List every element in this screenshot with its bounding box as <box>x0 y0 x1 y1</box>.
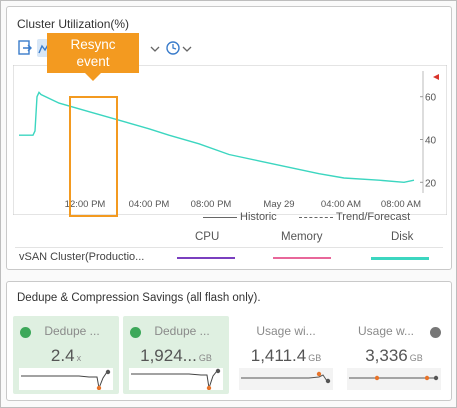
legend-historic: Historic <box>203 211 277 223</box>
x-tick-label: 04:00 PM <box>129 199 170 210</box>
cluster-row-label[interactable]: vSAN Cluster(Productio... <box>19 251 145 263</box>
sparkline <box>239 368 333 390</box>
sparkline <box>129 368 223 390</box>
memory-swatch <box>273 257 331 259</box>
trend-line-swatch <box>299 216 333 218</box>
y-tick-label: 20 <box>425 178 437 189</box>
tile-dedupe-savings[interactable]: Dedupe ... 1,924... GB <box>123 316 229 394</box>
disk-swatch <box>371 257 429 260</box>
x-tick-label: 08:00 PM <box>191 199 232 210</box>
legend-historic-label: Historic <box>240 211 277 223</box>
callout-line-2: event <box>76 54 110 69</box>
historic-line-swatch <box>203 216 237 218</box>
alert-marker-icon <box>433 74 439 80</box>
card-title: Cluster Utilization(%) <box>17 17 130 31</box>
x-tick-label: May 29 <box>263 199 294 210</box>
export-icon[interactable] <box>17 39 33 57</box>
resync-callout: Resync event <box>47 33 139 73</box>
cluster-utilization-card: Cluster Utilization(%) <box>6 6 452 270</box>
tile-number: 3,336 <box>365 346 408 365</box>
status-dot-icon <box>430 327 441 338</box>
x-tick-label: 04:00 AM <box>321 199 361 210</box>
tile-number: 1,924... <box>140 346 197 365</box>
resync-highlight-box <box>69 96 118 217</box>
tile-name: Dedupe ... <box>44 324 100 338</box>
status-dot-icon <box>20 327 31 338</box>
column-memory: Memory <box>281 231 323 243</box>
callout-line-1: Resync <box>70 37 116 52</box>
x-tick-label: 12:00 PM <box>65 199 106 210</box>
tile-dedupe-ratio[interactable]: Dedupe ... 2.4 x <box>13 316 119 394</box>
cpu-swatch <box>177 257 235 259</box>
utilization-chart[interactable]: 60 40 20 12:00 PM 04:00 PM 08:00 PM May 29 04:… <box>13 65 447 215</box>
tile-unit: GB <box>308 353 322 363</box>
callout-arrow <box>85 73 101 81</box>
tile-unit: GB <box>198 353 212 363</box>
divider <box>15 247 443 248</box>
card-title: Dedupe & Compression Savings (all flash … <box>17 292 261 304</box>
tile-name: Dedupe ... <box>154 324 210 338</box>
column-cpu: CPU <box>195 231 220 243</box>
clock-icon[interactable] <box>165 39 181 57</box>
tile-name: Usage w... <box>357 324 415 338</box>
tile-value: 1,924... GB <box>123 346 229 366</box>
legend-trend-label: Trend/Forecast <box>336 211 411 223</box>
sparkline <box>347 368 441 390</box>
series-line-disk <box>19 91 415 184</box>
chevron-down-icon[interactable] <box>181 39 193 57</box>
tile-value: 1,411.4 GB <box>233 346 339 366</box>
legend-trend: Trend/Forecast <box>299 211 410 223</box>
status-dot-icon <box>130 327 141 338</box>
dedupe-compression-card: Dedupe & Compression Savings (all flash … <box>6 281 452 401</box>
tile-unit: GB <box>409 353 423 363</box>
tile-usage-without[interactable]: Usage w... 3,336 GB <box>341 316 447 394</box>
chevron-down-icon[interactable] <box>149 39 161 57</box>
sparkline <box>19 368 113 390</box>
y-tick-label: 60 <box>425 93 437 104</box>
column-disk: Disk <box>391 231 414 243</box>
tile-name: Usage wi... <box>256 324 316 338</box>
tile-unit: x <box>76 353 82 363</box>
tile-usage-with[interactable]: Usage wi... 1,411.4 GB <box>233 316 339 394</box>
tile-number: 2.4 <box>50 346 75 365</box>
y-tick-label: 40 <box>425 135 437 146</box>
x-tick-label: 08:00 AM <box>381 199 421 210</box>
tile-value: 2.4 x <box>13 346 119 366</box>
tile-number: 1,411.4 <box>250 346 307 365</box>
tile-value: 3,336 GB <box>341 346 447 366</box>
